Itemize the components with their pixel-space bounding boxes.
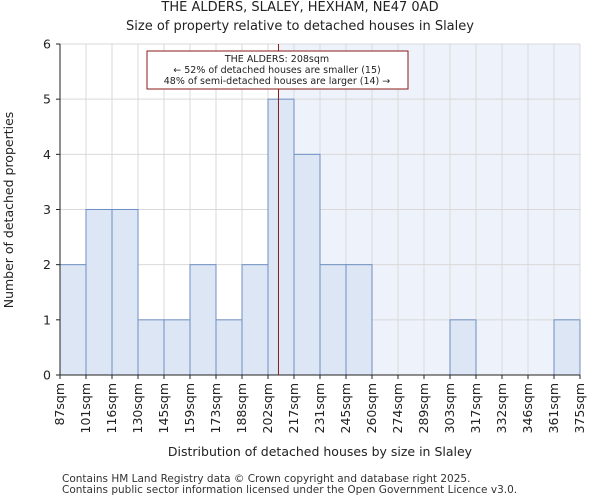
annotation-line-2: ← 52% of detached houses are smaller (15… <box>173 65 380 76</box>
footer-licence: Contains public sector information licen… <box>62 484 518 496</box>
histogram-bar <box>293 153 321 376</box>
y-axis-title: Number of detached properties <box>1 112 16 309</box>
y-tick-label: 0 <box>43 368 51 383</box>
histogram-bar <box>449 319 477 376</box>
histogram-bar <box>163 319 191 376</box>
histogram-bar <box>59 264 87 376</box>
x-tick-label: 87sqm <box>52 383 67 426</box>
annotation-box: THE ALDERS: 208sqm ← 52% of detached hou… <box>146 50 409 90</box>
x-tick-label: 130sqm <box>130 383 145 433</box>
x-tick-label: 375sqm <box>572 383 587 433</box>
x-tick-label: 188sqm <box>234 383 249 433</box>
x-tick-label: 101sqm <box>78 383 93 433</box>
histogram-bar <box>189 264 217 376</box>
y-tick-label: 3 <box>43 202 51 217</box>
annotation-frame <box>146 50 409 90</box>
histogram-bar <box>345 264 373 376</box>
x-tick-label: 245sqm <box>338 383 353 433</box>
x-tick-label: 145sqm <box>156 383 171 433</box>
chart-subtitle: Size of property relative to detached ho… <box>126 19 474 34</box>
histogram-bar <box>241 264 269 376</box>
histogram-bar <box>111 209 139 376</box>
chart-title: THE ALDERS, SLALEY, HEXHAM, NE47 0AD <box>161 0 439 15</box>
footer-copyright: Contains HM Land Registry data © Crown c… <box>62 473 471 485</box>
annotation-line-1: THE ALDERS: 208sqm <box>224 54 329 65</box>
x-tick-label: 231sqm <box>312 383 327 433</box>
histogram-bar <box>215 319 243 376</box>
x-tick-label: 274sqm <box>390 383 405 433</box>
x-tick-label: 303sqm <box>442 383 457 433</box>
y-tick-label: 5 <box>43 92 51 107</box>
x-axis-title: Distribution of detached houses by size … <box>168 444 473 459</box>
x-tick-label: 116sqm <box>104 383 119 433</box>
y-tick-label: 6 <box>43 37 51 52</box>
x-tick-label: 217sqm <box>286 383 301 433</box>
x-tick-label: 173sqm <box>208 383 223 433</box>
x-tick-label: 202sqm <box>260 383 275 433</box>
y-tick-label: 1 <box>43 312 51 327</box>
y-tick-label: 2 <box>43 257 51 272</box>
x-tick-label: 346sqm <box>520 383 535 433</box>
x-tick-label: 361sqm <box>546 383 561 433</box>
histogram-bar <box>553 319 581 376</box>
x-tick-label: 159sqm <box>182 383 197 433</box>
histogram-bar <box>85 209 113 376</box>
x-tick-label: 332sqm <box>494 383 509 433</box>
histogram-bar <box>267 98 295 376</box>
x-tick-label: 260sqm <box>364 383 379 433</box>
histogram-bar <box>319 264 347 376</box>
y-tick-label: 4 <box>43 147 51 162</box>
x-tick-label: 289sqm <box>416 383 431 433</box>
histogram-bar <box>137 319 165 376</box>
x-tick-label: 317sqm <box>468 383 483 433</box>
annotation-line-3: 48% of semi-detached houses are larger (… <box>164 76 391 87</box>
